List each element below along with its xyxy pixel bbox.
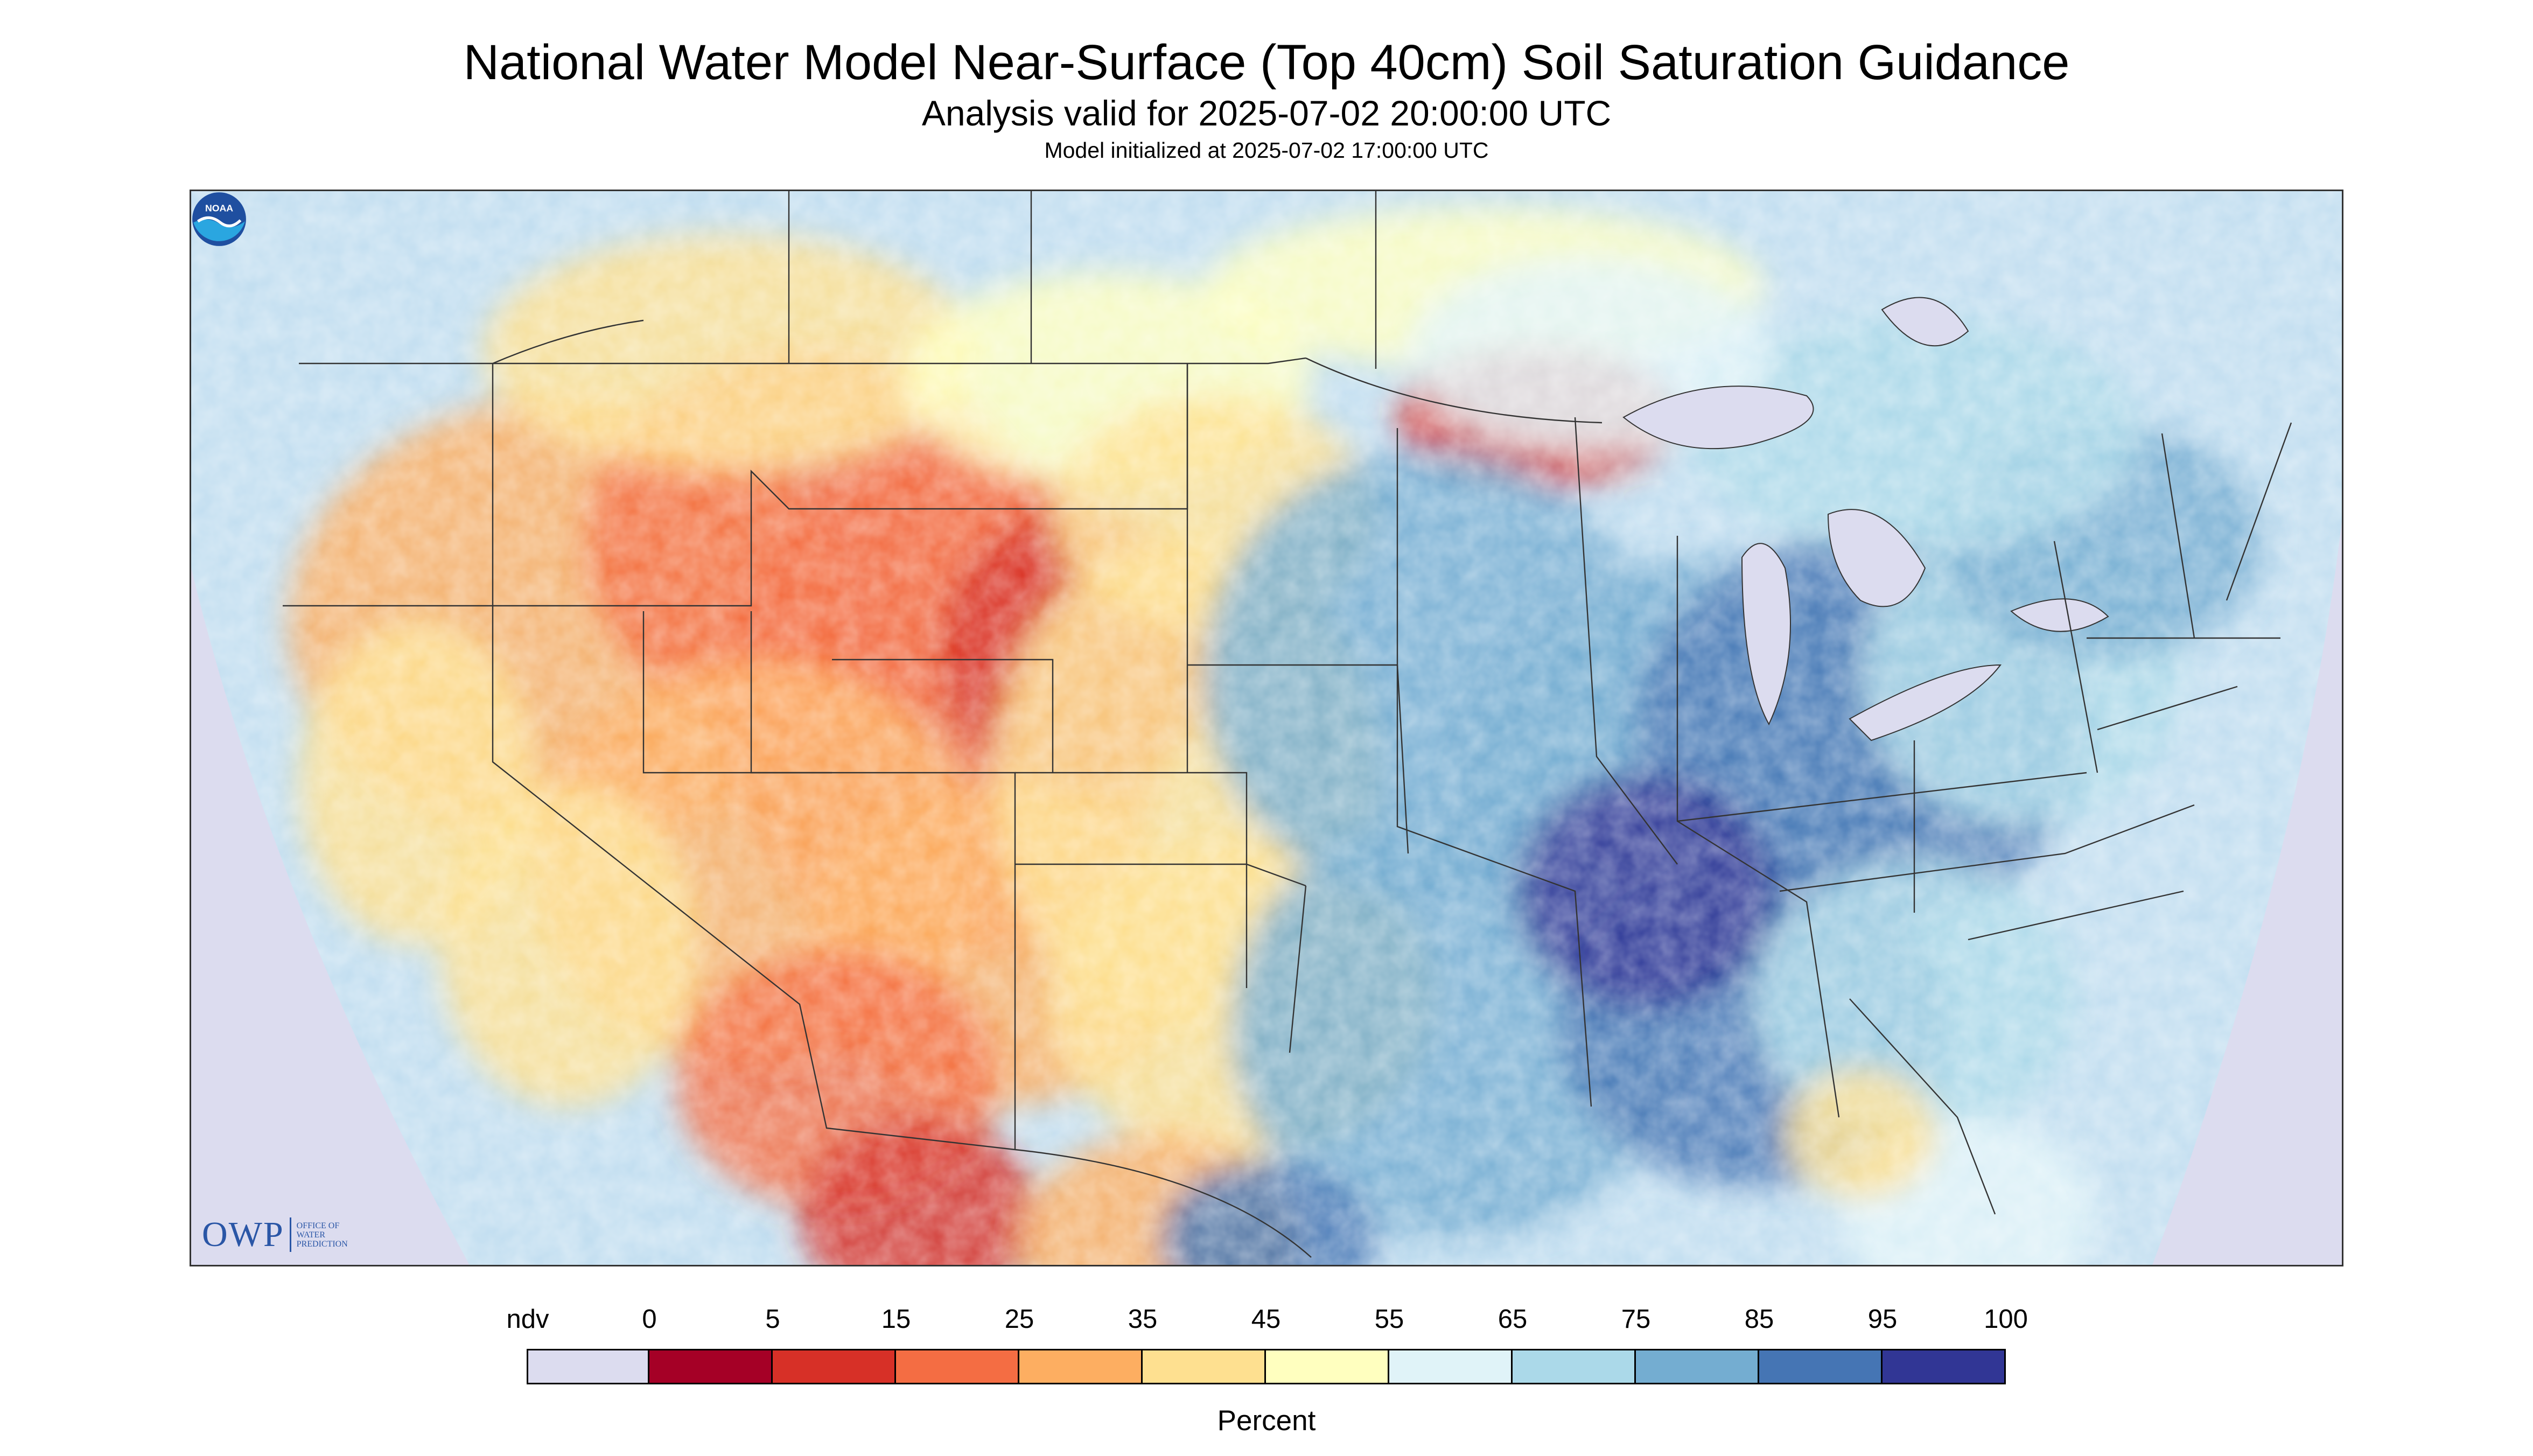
soil-saturation-map[interactable]: OWP Office of Water Prediction NOAA xyxy=(190,190,2343,1266)
boundary-line xyxy=(750,611,1016,1150)
colorbar-swatch xyxy=(1511,1349,1636,1384)
owp-subtitle: Office of Water Prediction xyxy=(296,1221,348,1249)
colorbar-swatch xyxy=(1881,1349,2006,1384)
colorbar-tick-label: 65 xyxy=(1498,1305,1528,1334)
lake-huron xyxy=(1827,509,1926,607)
colorbar-swatch xyxy=(1634,1349,1759,1384)
colorbar-tick-label: 95 xyxy=(1867,1305,1898,1334)
boundary-line xyxy=(1015,863,1306,887)
boundary-line xyxy=(1305,357,1603,424)
owp-divider xyxy=(289,1217,291,1252)
colorbar-tick-label: 100 xyxy=(1984,1305,2028,1334)
lake-michigan xyxy=(1741,543,1791,726)
boundary-line xyxy=(2053,541,2098,773)
noaa-text: NOAA xyxy=(205,202,233,213)
boundary-line xyxy=(2161,433,2195,639)
state-boundaries xyxy=(283,191,2292,1258)
boundary-line xyxy=(832,659,1054,773)
lake-nipigon-area xyxy=(1881,297,1969,347)
colorbar-swatch xyxy=(1758,1349,1883,1384)
colorbar-legend: ndv 0 5 15 25 35 45 55 65 75 85 95 100 Percent xyxy=(0,1292,2533,1454)
colorbar-tick-label: 35 xyxy=(1128,1305,1158,1334)
colorbar-ndv-label: ndv xyxy=(506,1305,549,1334)
boundary-line xyxy=(1014,1149,1312,1258)
boundary-line xyxy=(1968,890,2184,941)
boundary-line xyxy=(1015,772,1248,988)
colorbar-units: Percent xyxy=(1217,1405,1316,1437)
colorbar-tick-label: 45 xyxy=(1251,1305,1281,1334)
boundary-line xyxy=(1574,417,1678,865)
boundary-line xyxy=(1779,804,2195,892)
lake-superior xyxy=(1622,386,1814,450)
boundary-line xyxy=(1289,885,1307,1053)
boundary-line xyxy=(492,319,644,365)
colorbar-tick-label: 5 xyxy=(765,1305,780,1334)
analysis-valid-time: Analysis valid for 2025-07-02 20:00:00 U… xyxy=(921,93,1612,133)
colorbar-swatch xyxy=(1388,1349,1513,1384)
boundary-line xyxy=(1396,428,1592,1107)
great-lakes xyxy=(1622,297,2109,741)
colorbar-tick-label: 75 xyxy=(1621,1305,1651,1334)
boundary-line xyxy=(2226,422,2292,601)
colorbar-swatch xyxy=(771,1349,896,1384)
boundary-line xyxy=(2097,685,2238,731)
noaa-logo: NOAA xyxy=(192,192,246,246)
colorbar-tick-label: 0 xyxy=(642,1305,657,1334)
model-init-time: Model initialized at 2025-07-02 17:00:00… xyxy=(1044,138,1489,163)
colorbar-tick-label: 85 xyxy=(1744,1305,1774,1334)
texture-overlay xyxy=(191,191,2342,1265)
colorbar-swatch xyxy=(1018,1349,1143,1384)
colorbar-tick-label: 55 xyxy=(1374,1305,1404,1334)
colorbar-ndv-swatch xyxy=(527,1349,649,1384)
colorbar-swatch xyxy=(894,1349,1019,1384)
boundary-line xyxy=(1676,536,1840,1118)
colorbar-tick-label: 15 xyxy=(881,1305,911,1334)
colorbar-tick-label: 25 xyxy=(1004,1305,1034,1334)
lake-ontario xyxy=(2010,598,2109,632)
owp-logo: OWP Office of Water Prediction xyxy=(202,1214,367,1255)
colorbar-swatch xyxy=(1141,1349,1266,1384)
owp-wordmark: OWP xyxy=(202,1215,284,1254)
map-title: National Water Model Near-Surface (Top 4… xyxy=(463,35,2070,90)
boundary-line xyxy=(299,357,1306,365)
boundary-line xyxy=(1677,772,2087,822)
map-canvas xyxy=(191,191,2342,1265)
colorbar-swatch xyxy=(648,1349,773,1384)
lake-erie xyxy=(1849,664,2002,741)
boundary-line xyxy=(492,363,1016,1151)
colorbar-swatch xyxy=(1264,1349,1389,1384)
boundary-line xyxy=(1849,998,1996,1215)
